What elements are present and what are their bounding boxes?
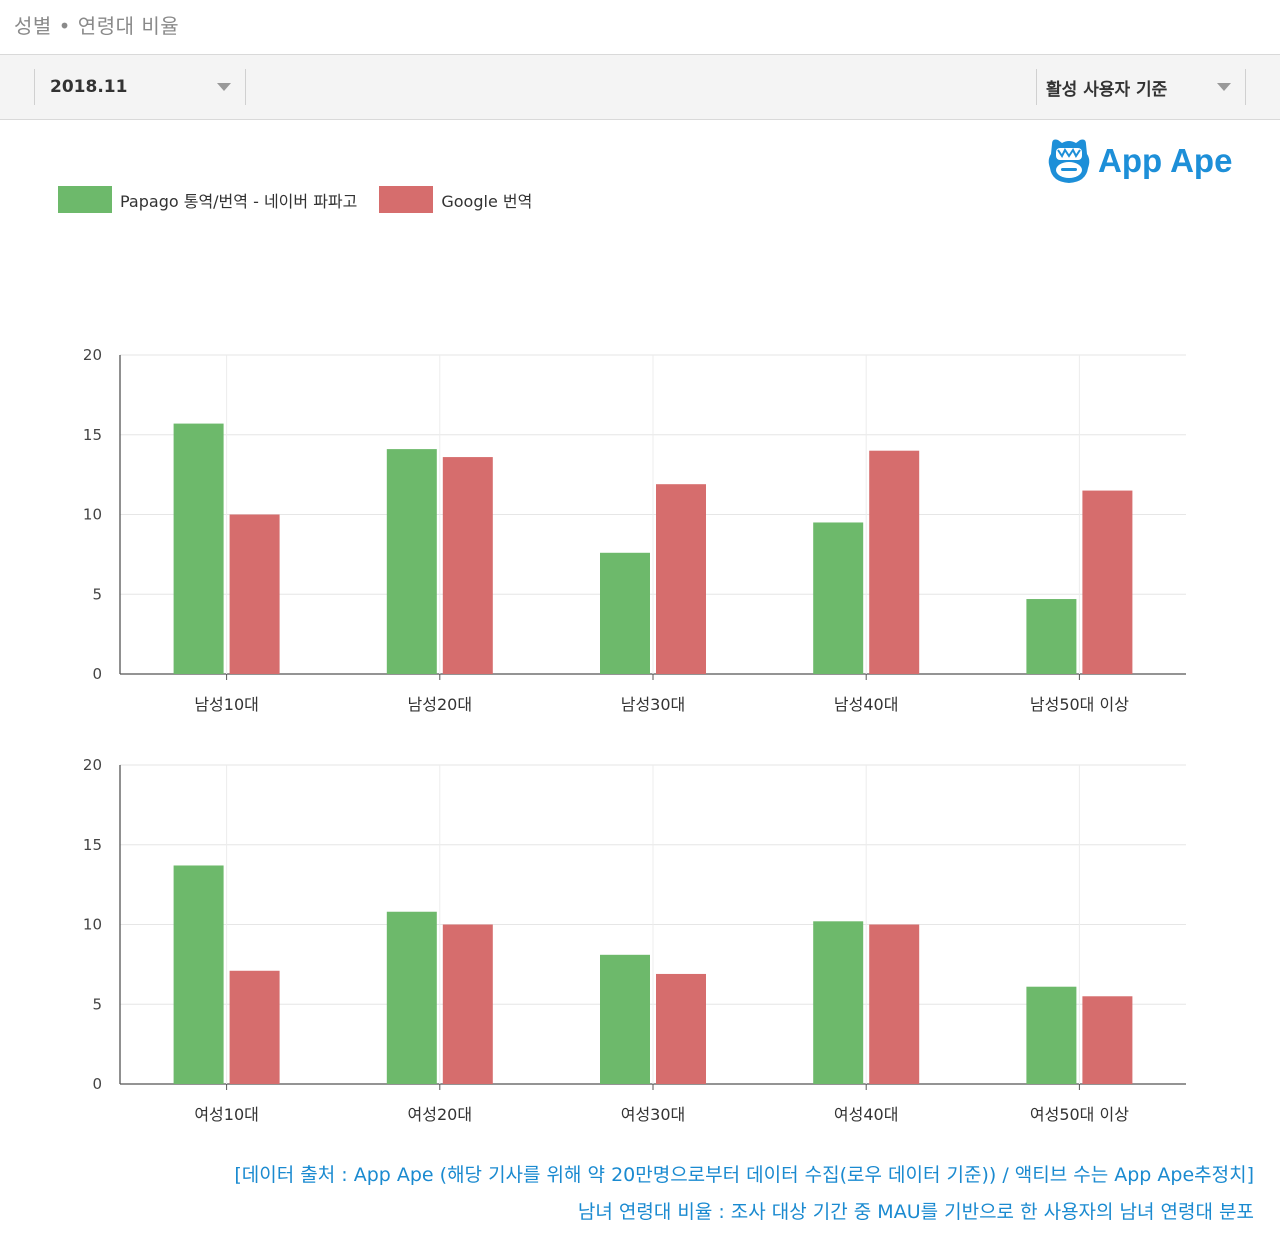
male-bar-papago[interactable] bbox=[1026, 599, 1077, 674]
x-tick-label: 남성30대 bbox=[621, 695, 686, 714]
y-tick-label: 15 bbox=[83, 426, 102, 444]
x-tick-label: 여성50대 이상 bbox=[1030, 1105, 1129, 1124]
y-tick-label: 0 bbox=[92, 665, 102, 683]
x-tick-label: 남성50대 이상 bbox=[1030, 695, 1129, 714]
legend-swatch-google bbox=[379, 186, 434, 213]
app-ape-monkey-icon bbox=[1048, 139, 1090, 183]
chart-male: 0 5 10 15 20 남성10대 남성20대 남성30대 남성40대 남성50대 이상 bbox=[83, 346, 1186, 714]
legend-swatch-papago bbox=[58, 186, 112, 213]
male-bar-google[interactable] bbox=[869, 450, 920, 674]
legend: Papago 통역/번역 - 네이버 파파고 Google 번역 bbox=[58, 186, 554, 213]
x-tick-label: 남성20대 bbox=[408, 695, 473, 714]
x-tick-label: 여성20대 bbox=[408, 1105, 473, 1124]
y-tick-label: 15 bbox=[83, 836, 102, 854]
legend-item-google[interactable]: Google 번역 bbox=[379, 186, 532, 213]
y-tick-label: 0 bbox=[92, 1075, 102, 1093]
y-tick-label: 5 bbox=[92, 585, 102, 603]
female-bar-google[interactable] bbox=[442, 924, 493, 1085]
y-tick-label: 20 bbox=[83, 346, 102, 364]
female-bar-papago[interactable] bbox=[813, 921, 864, 1084]
chevron-down-icon bbox=[217, 83, 231, 91]
female-bar-google[interactable] bbox=[869, 924, 920, 1085]
legend-label-google: Google 번역 bbox=[441, 191, 533, 211]
chart-female: 0 5 10 15 20 여성10대 여성20대 여성30대 여성40대 여성50대 이상 bbox=[83, 756, 1186, 1124]
y-tick-label: 10 bbox=[83, 916, 102, 934]
y-tick-label: 10 bbox=[83, 506, 102, 524]
legend-item-papago[interactable]: Papago 통역/번역 - 네이버 파파고 bbox=[58, 186, 357, 213]
footer: [데이터 출처 : App Ape (해당 기사를 위해 약 20만명으로부터 … bbox=[234, 1160, 1254, 1224]
x-tick-label: 남성10대 bbox=[194, 695, 259, 714]
chevron-down-icon bbox=[1217, 83, 1231, 91]
male-bar-papago[interactable] bbox=[386, 449, 437, 674]
y-tick-label: 5 bbox=[92, 995, 102, 1013]
male-bar-google[interactable] bbox=[656, 484, 706, 674]
metric-select-value: 활성 사용자 기준 bbox=[1046, 79, 1168, 100]
female-bar-papago[interactable] bbox=[600, 954, 650, 1084]
footer-note: 남녀 연령대 비율 : 조사 대상 기간 중 MAU를 기반으로 한 사용자의 … bbox=[577, 1201, 1254, 1223]
x-tick-label: 여성40대 bbox=[834, 1105, 899, 1124]
female-bar-google[interactable] bbox=[656, 973, 706, 1084]
male-bar-google[interactable] bbox=[229, 514, 280, 675]
period-select[interactable]: 2018.11 bbox=[34, 69, 246, 105]
female-bar-papago[interactable] bbox=[173, 865, 224, 1084]
female-bar-papago[interactable] bbox=[386, 911, 437, 1084]
male-bar-papago[interactable] bbox=[600, 552, 650, 674]
logo-text: App Ape bbox=[1098, 142, 1233, 179]
period-select-value: 2018.11 bbox=[50, 77, 128, 97]
y-tick-label: 20 bbox=[83, 756, 102, 774]
x-tick-label: 남성40대 bbox=[834, 695, 899, 714]
app-ape-logo: App Ape bbox=[1046, 136, 1232, 186]
section-title: 성별 • 연령대 비율 bbox=[14, 14, 180, 38]
metric-select[interactable]: 활성 사용자 기준 bbox=[1036, 69, 1246, 105]
x-tick-label: 여성10대 bbox=[194, 1105, 259, 1124]
female-bar-papago[interactable] bbox=[1026, 986, 1077, 1084]
male-bar-papago[interactable] bbox=[813, 522, 864, 674]
legend-label-papago: Papago 통역/번역 - 네이버 파파고 bbox=[120, 191, 358, 211]
female-bar-google[interactable] bbox=[229, 970, 280, 1084]
male-bar-papago[interactable] bbox=[173, 423, 224, 674]
x-tick-label: 여성30대 bbox=[621, 1105, 686, 1124]
toolbar: 2018.11 활성 사용자 기준 bbox=[0, 54, 1280, 120]
male-bar-google[interactable] bbox=[442, 457, 493, 674]
female-bar-google[interactable] bbox=[1082, 996, 1133, 1084]
male-bar-google[interactable] bbox=[1082, 490, 1133, 674]
footer-source: [데이터 출처 : App Ape (해당 기사를 위해 약 20만명으로부터 … bbox=[234, 1164, 1254, 1186]
